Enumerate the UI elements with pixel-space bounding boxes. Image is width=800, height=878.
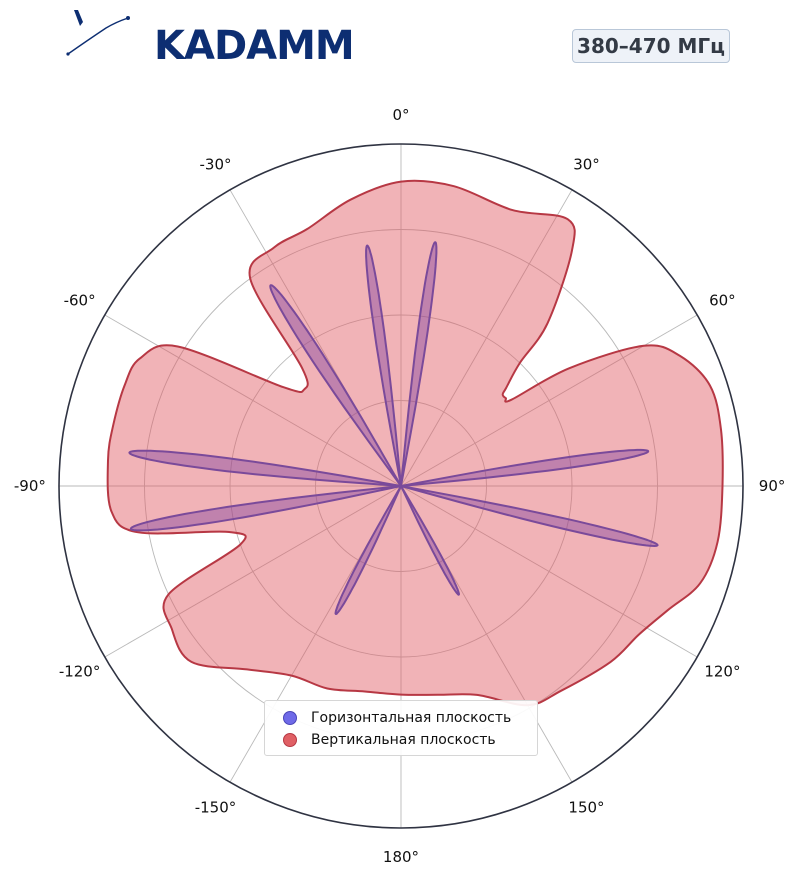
series-vertical-plane: [106, 179, 724, 707]
angle-tick-label-1: 0°: [392, 106, 409, 124]
horizontal-lobe-9: [129, 485, 402, 532]
angle-tick-labels: 0° 30° 60° 90° 120° 150° 180° -150° -120° -90° -60…: [14, 106, 785, 866]
horizontal-lobe-5: [400, 485, 659, 547]
angle-grid-spoke-5: [400, 485, 698, 658]
legend-item-horizontal: Горизонтальная плоскость: [273, 707, 529, 729]
legend-swatch-vertical: [283, 733, 297, 747]
angle-tick-label-4: 90°: [759, 477, 786, 495]
horizontal-lobe-2: [365, 244, 402, 487]
chart-legend: Горизонтальная плоскость Вертикальная пл…: [264, 700, 538, 756]
polar-grid: [59, 144, 743, 828]
horizontal-lobe-6: [400, 485, 460, 596]
angle-grid-spoke-9: [104, 485, 402, 658]
legend-label-horizontal: Горизонтальная плоскость: [311, 710, 512, 726]
horizontal-lobe-8: [128, 449, 402, 487]
angle-tick-label-5: 120°: [704, 663, 740, 681]
horizontal-lobe-1: [400, 241, 438, 487]
angle-tick-label-9: -120°: [59, 663, 101, 681]
logo-wordmark: KADAMM: [154, 23, 355, 69]
angle-tick-label-7: 180°: [383, 848, 419, 866]
angle-tick-label-11: -60°: [64, 292, 96, 310]
legend-label-vertical: Вертикальная плоскость: [311, 732, 496, 748]
horizontal-lobe-3: [269, 284, 402, 487]
frequency-badge-label: 380–470 МГц: [577, 34, 725, 58]
angle-tick-label-6: 150°: [568, 798, 604, 816]
polar-outer-ring: [58, 143, 744, 829]
legend-item-vertical: Вертикальная плоскость: [273, 729, 529, 751]
angle-grid-spoke-11: [104, 314, 402, 487]
angle-tick-label-10: -90°: [14, 477, 46, 495]
legend-swatch-horizontal: [283, 711, 297, 725]
angle-tick-label-8: -150°: [195, 798, 237, 816]
angle-grid-spoke-3: [400, 314, 698, 487]
horizontal-lobe-4: [400, 448, 650, 487]
frequency-badge: 380–470 МГц: [572, 29, 730, 63]
series-layer: [106, 179, 724, 707]
angle-tick-label-12: -30°: [200, 156, 232, 174]
kadamm-logo: KADAMM: [66, 6, 355, 66]
angle-grid-spoke-2: [400, 189, 573, 487]
angle-tick-label-3: 60°: [709, 292, 736, 310]
horizontal-lobe-7: [334, 485, 402, 615]
angle-tick-label-2: 30°: [573, 156, 600, 174]
logo-mark-icon: [66, 10, 130, 56]
